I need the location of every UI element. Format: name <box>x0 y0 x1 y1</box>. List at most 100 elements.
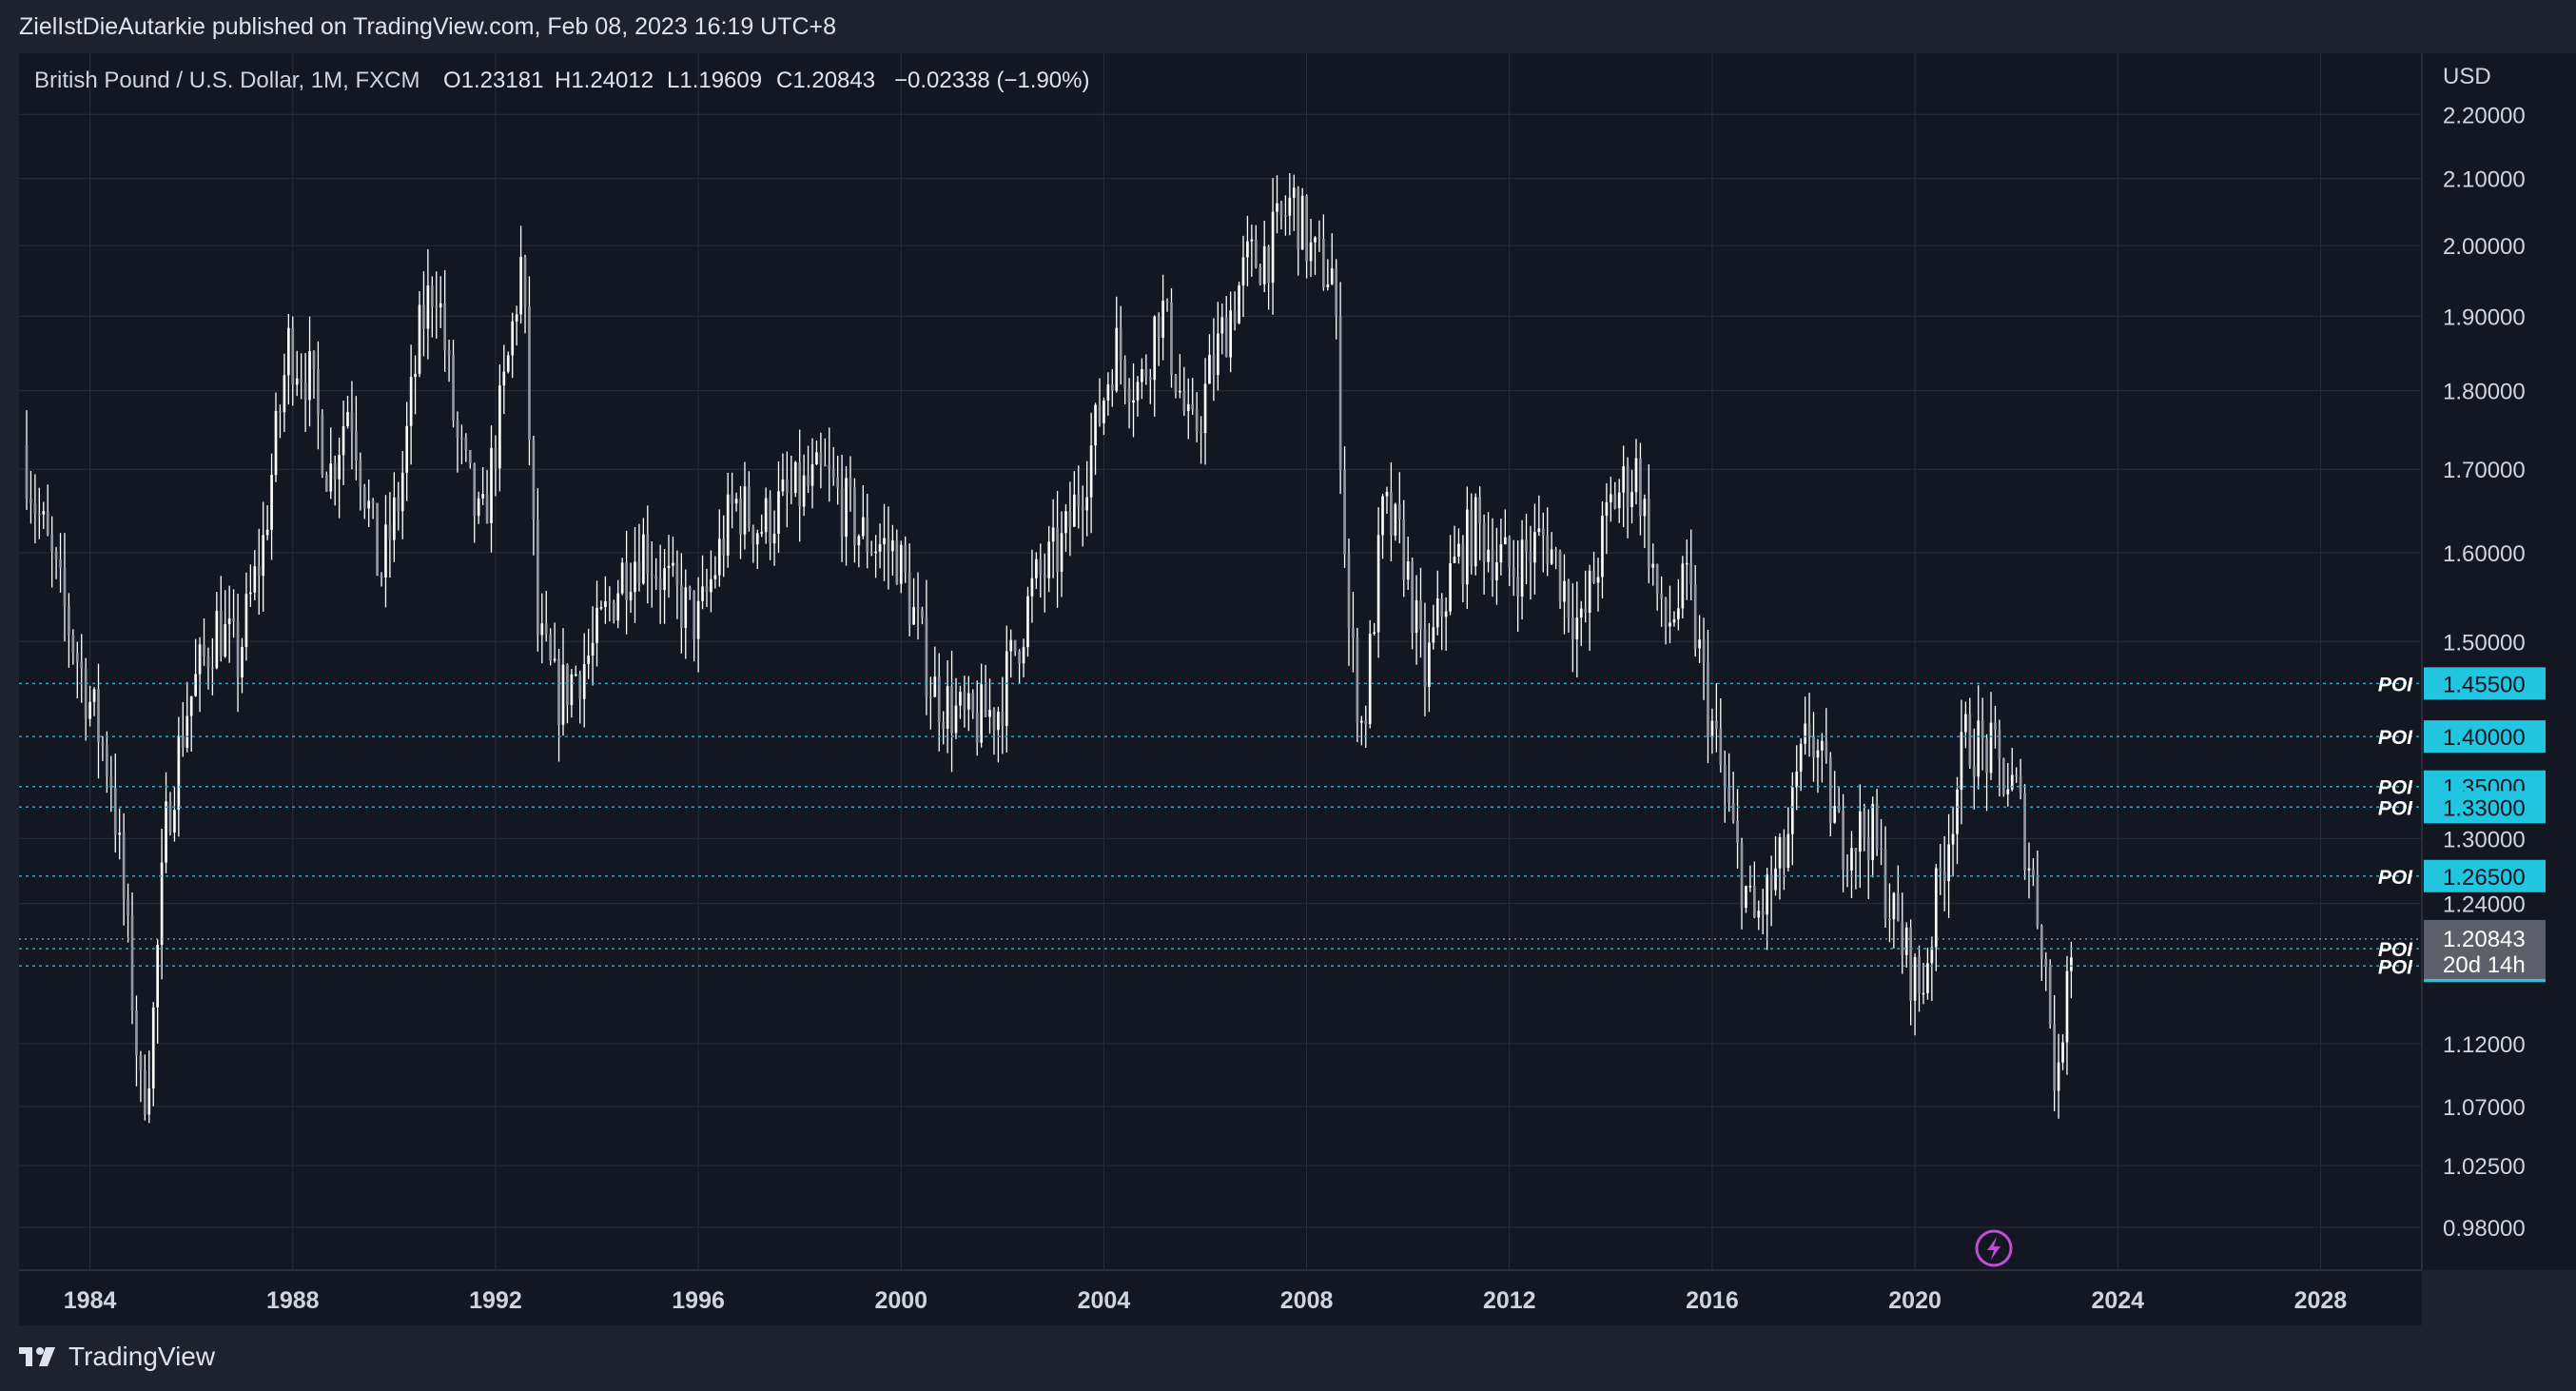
candle-body <box>1939 868 1942 872</box>
candle-body <box>925 617 928 697</box>
candle-body <box>1736 820 1739 843</box>
candle-body <box>1153 316 1157 381</box>
candle-body <box>777 491 780 534</box>
candle-body <box>1373 632 1376 635</box>
candle-body <box>206 656 210 668</box>
candle-body <box>1352 628 1355 638</box>
candle-body <box>1707 661 1709 738</box>
candle-body <box>1601 516 1604 578</box>
lightning-icon[interactable] <box>1975 1229 2013 1267</box>
candle-body <box>739 499 742 535</box>
candle-body <box>295 378 299 385</box>
candle-body <box>1845 869 1849 872</box>
candle-body <box>836 477 839 488</box>
candle-body <box>726 494 730 556</box>
candle-body <box>42 511 46 515</box>
candle-body <box>866 517 869 553</box>
candle-body <box>2057 1062 2060 1091</box>
candle-body <box>1998 730 2001 759</box>
time-axis[interactable] <box>19 1270 2422 1325</box>
legend-low: L1.19609 <box>667 68 762 93</box>
candle-body <box>1960 732 1963 790</box>
candle-body <box>106 745 108 776</box>
candle-body <box>257 566 261 577</box>
candle-body <box>219 611 223 656</box>
y-tick-label: 1.90000 <box>2443 304 2526 330</box>
candle-body <box>798 461 802 507</box>
candle-body <box>1825 740 1828 757</box>
candle-body <box>274 410 278 476</box>
candle-body <box>942 722 946 729</box>
candle-body <box>165 801 167 863</box>
candle-body <box>604 600 607 608</box>
candle-body <box>764 498 768 533</box>
candle-body <box>1314 237 1317 243</box>
candle-body <box>422 304 425 329</box>
candle-body <box>1672 618 1676 623</box>
candle-body <box>966 693 970 710</box>
candle-body <box>760 532 764 534</box>
candle-body <box>1271 211 1275 284</box>
poi-tag: POI <box>2378 939 2413 961</box>
candle-body <box>599 607 603 609</box>
candle-body <box>537 519 539 636</box>
candle-body <box>1972 765 1976 777</box>
candle-body <box>1715 720 1718 729</box>
candle-body <box>933 676 937 697</box>
candle-body <box>1567 580 1571 617</box>
candle-body <box>452 355 455 421</box>
candle-body <box>147 1087 151 1115</box>
candle-body <box>1110 384 1114 391</box>
poi-tag: POI <box>2378 797 2413 819</box>
candle-body <box>528 306 531 441</box>
candle-body <box>1335 268 1338 317</box>
candle-body <box>50 534 53 552</box>
candle-body <box>1115 327 1119 391</box>
candle-body <box>1529 552 1532 563</box>
candle-body <box>988 710 991 717</box>
candle-body <box>831 468 835 478</box>
candle-body <box>1892 892 1896 920</box>
candle-body <box>899 544 903 584</box>
candle-body <box>1783 836 1786 869</box>
candle-body <box>1461 543 1465 585</box>
candle-body <box>1212 354 1216 376</box>
candle-body <box>523 256 527 307</box>
candle-body <box>1229 310 1232 358</box>
candle-body <box>1182 390 1186 411</box>
tradingview-brand[interactable]: TradingView <box>19 1342 215 1372</box>
candle-body <box>430 285 434 306</box>
candle-body <box>249 592 252 595</box>
bar-countdown: 20d 14h <box>2443 952 2526 978</box>
poi-price-box <box>2424 859 2546 892</box>
candle-body <box>130 914 134 1011</box>
candle-body <box>1254 239 1258 268</box>
candle-body <box>532 440 536 520</box>
footer <box>0 1327 2576 1391</box>
candle-body <box>658 578 662 591</box>
candle-body <box>1195 409 1199 432</box>
candle-body <box>1947 844 1950 882</box>
candle-body <box>456 420 459 438</box>
candle-body <box>1001 712 1005 726</box>
candle-body <box>1964 714 1967 733</box>
candle-body <box>380 576 383 578</box>
candle-body <box>443 303 446 350</box>
price-axis[interactable] <box>2422 53 2576 1270</box>
candle-body <box>1009 639 1013 652</box>
candle-body <box>279 410 282 413</box>
candle-body <box>1402 519 1406 580</box>
candle-body <box>324 475 328 492</box>
time-axis-ticks: 1984 1988 1992 1996 2000 2004 2008 2012 2016 2020… <box>64 1287 2348 1314</box>
candle-body <box>1203 383 1207 434</box>
candle-body <box>1554 549 1557 552</box>
candle-body <box>1740 842 1744 909</box>
candle-body <box>1200 431 1202 434</box>
candle-body <box>743 486 747 535</box>
candle-body <box>1630 492 1633 507</box>
candle-body <box>338 455 341 480</box>
candle-body <box>980 684 983 743</box>
candle-body <box>549 634 553 661</box>
candle-body <box>265 529 269 536</box>
